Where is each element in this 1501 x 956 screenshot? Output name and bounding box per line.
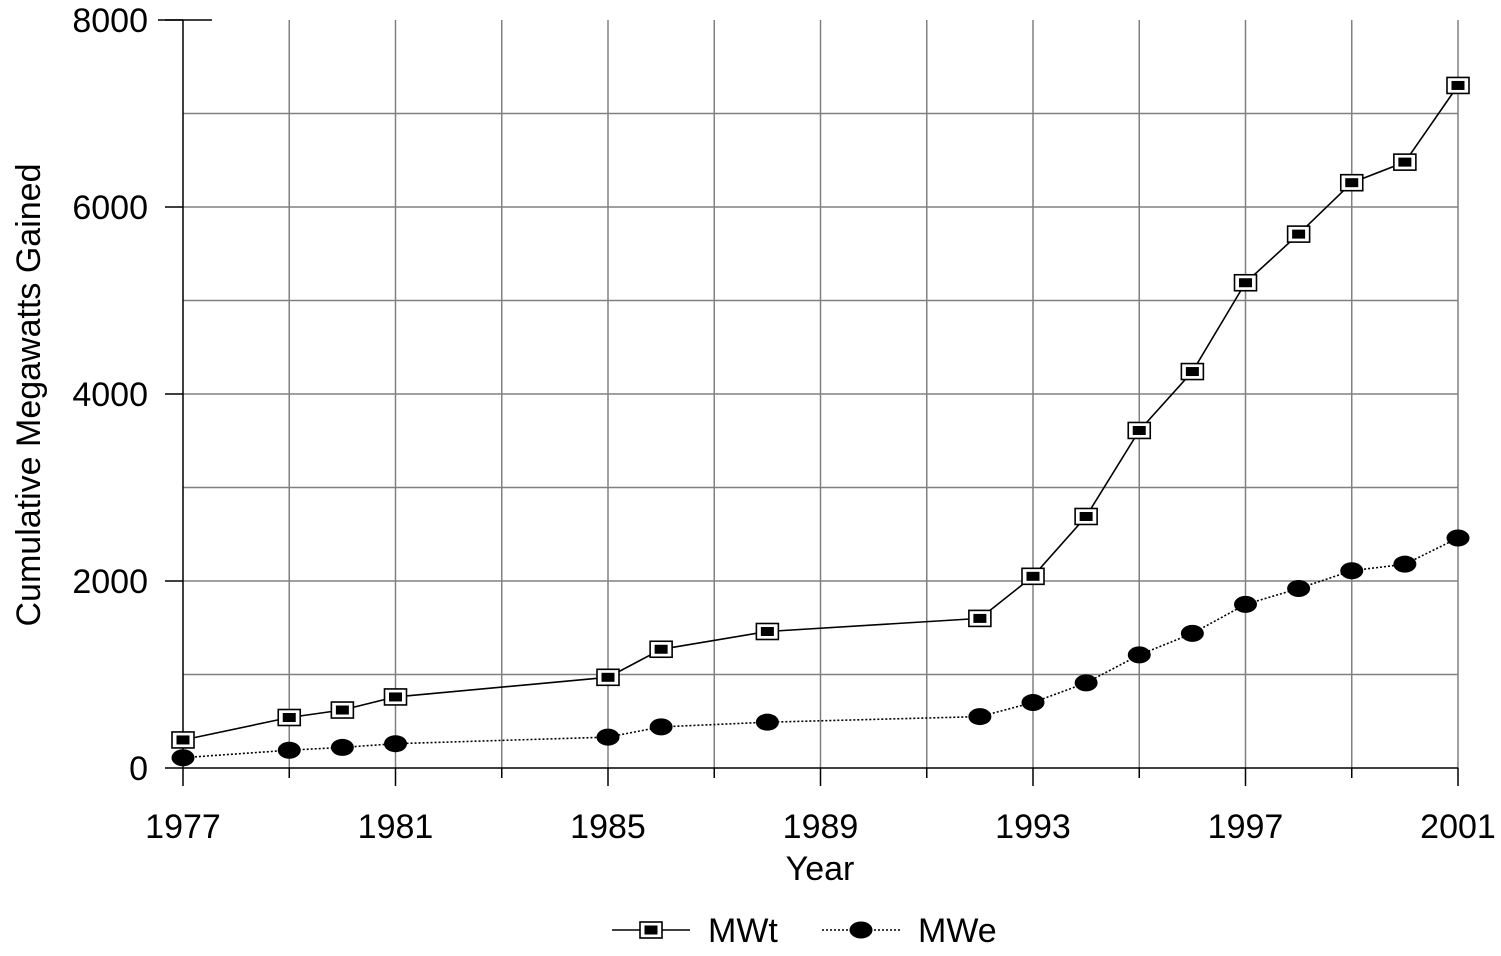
data-point-mwe xyxy=(384,735,407,753)
legend-item-mwt: MWt xyxy=(612,912,778,950)
data-point-mwt xyxy=(1393,153,1417,171)
x-tick-label: 1997 xyxy=(1208,808,1284,846)
data-point-mwt xyxy=(1446,76,1470,95)
y-tick-label: 0 xyxy=(129,750,148,788)
data-point-mwe xyxy=(1180,624,1204,642)
data-point-mwe xyxy=(1234,595,1257,613)
legend-marker-mwt xyxy=(639,921,663,939)
data-point-mwt xyxy=(1233,273,1258,292)
data-point-mwt xyxy=(1021,567,1045,586)
data-point-mwt xyxy=(1180,362,1205,381)
data-point-mwt xyxy=(330,701,355,719)
data-point-mwe xyxy=(1127,646,1151,664)
data-point-mwe xyxy=(596,728,620,746)
x-tick-label: 1985 xyxy=(570,808,646,846)
x-axis-title: Year xyxy=(786,850,855,888)
x-tick-label: 1981 xyxy=(358,808,434,846)
data-point-mwt xyxy=(1286,225,1311,243)
data-point-mwe xyxy=(277,741,301,759)
y-tick-label: 8000 xyxy=(72,2,148,40)
x-tick-label: 1977 xyxy=(145,808,221,846)
y-axis-title: Cumulative Megawatts Gained xyxy=(10,163,48,626)
x-tick-label: 1993 xyxy=(995,808,1071,846)
data-point-mwe xyxy=(171,749,195,767)
data-point-mwe xyxy=(1393,555,1417,573)
data-point-mwt xyxy=(1074,507,1098,526)
series-layer xyxy=(171,76,1470,767)
legend: MWt MWe xyxy=(612,912,997,950)
y-tick-label: 2000 xyxy=(72,563,148,601)
y-tick-label: 4000 xyxy=(72,376,148,414)
data-point-mwe xyxy=(1074,674,1098,692)
data-point-mwe xyxy=(1021,694,1045,712)
data-point-mwt xyxy=(171,731,195,749)
data-point-mwt xyxy=(649,640,673,659)
data-point-mwt xyxy=(383,688,408,706)
data-point-mwe xyxy=(1287,579,1311,597)
legend-marker-mwe xyxy=(849,921,873,939)
tick-labels: 0 2000 4000 6000 8000 1977 1981 1985 1989 1993 199… xyxy=(72,2,1495,846)
data-point-mwe xyxy=(330,738,354,756)
data-point-mwe xyxy=(1340,562,1364,580)
x-tick-label: 1989 xyxy=(783,808,859,846)
legend-label-mwe: MWe xyxy=(918,912,997,950)
data-point-mwe xyxy=(968,708,992,726)
data-point-mwt xyxy=(1127,421,1152,440)
data-point-mwt xyxy=(1339,173,1364,192)
series-mwe xyxy=(171,529,1470,767)
axes xyxy=(158,19,1459,786)
y-tick-label: 6000 xyxy=(72,189,148,227)
legend-label-mwt: MWt xyxy=(708,912,778,950)
data-point-mwt xyxy=(596,668,620,687)
data-point-mwt xyxy=(277,708,302,727)
data-point-mwe xyxy=(1446,529,1470,547)
data-point-mwt xyxy=(755,622,780,641)
series-mwt xyxy=(171,76,1470,749)
grid xyxy=(183,20,1459,768)
data-point-mwt xyxy=(968,609,992,628)
x-tick-label: 2001 xyxy=(1420,808,1496,846)
data-point-mwe xyxy=(649,718,673,736)
legend-item-mwe: MWe xyxy=(822,912,997,950)
data-point-mwe xyxy=(755,713,779,731)
